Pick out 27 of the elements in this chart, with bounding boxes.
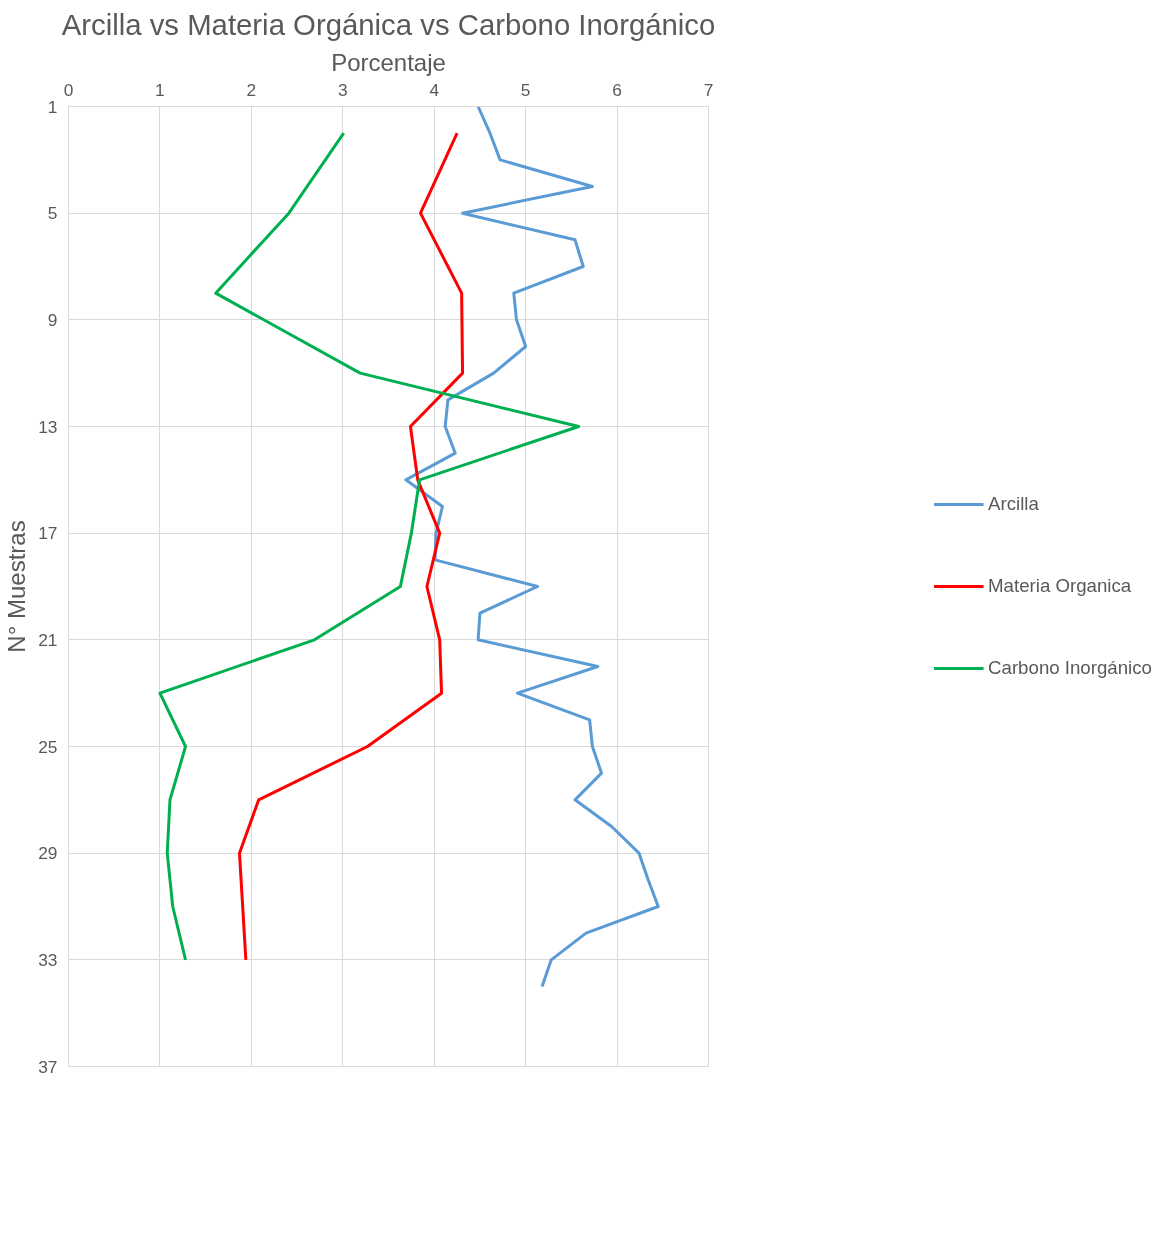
legend-label: Carbono Inorgánico: [988, 657, 1152, 679]
x-tick-label: 0: [63, 79, 74, 100]
y-tick-label: 25: [38, 736, 58, 757]
x-tick-label: 4: [429, 79, 440, 100]
legend-label: Arcilla: [988, 493, 1039, 515]
x-tick-label: 5: [520, 79, 531, 100]
y-tick-label: 5: [47, 203, 58, 224]
y-axis-title: N° Muestras: [3, 520, 31, 653]
y-tick-label: 33: [38, 949, 58, 970]
y-tick-label: 29: [38, 843, 58, 864]
line-series: [237, 131, 465, 962]
y-tick-label: 21: [38, 629, 58, 650]
y-tick-label: 17: [38, 523, 58, 544]
line-series: [158, 131, 581, 962]
y-tick-label: 1: [47, 96, 58, 117]
x-axis-title: Porcentaje: [331, 48, 446, 76]
x-tick-label: 7: [703, 79, 714, 100]
legend-label: Materia Organica: [988, 575, 1132, 597]
line-series: [404, 106, 660, 988]
x-tick-label: 3: [337, 79, 348, 100]
x-tick-label: 6: [612, 79, 622, 100]
y-tick-label: 13: [38, 416, 58, 437]
x-tick-label: 1: [155, 79, 165, 100]
chart-title: Arcilla vs Materia Orgánica vs Carbono Inorgánico: [61, 7, 716, 41]
y-tick-label: 9: [47, 309, 58, 330]
y-tick-label: 37: [38, 1056, 58, 1077]
x-tick-label: 2: [246, 79, 257, 100]
